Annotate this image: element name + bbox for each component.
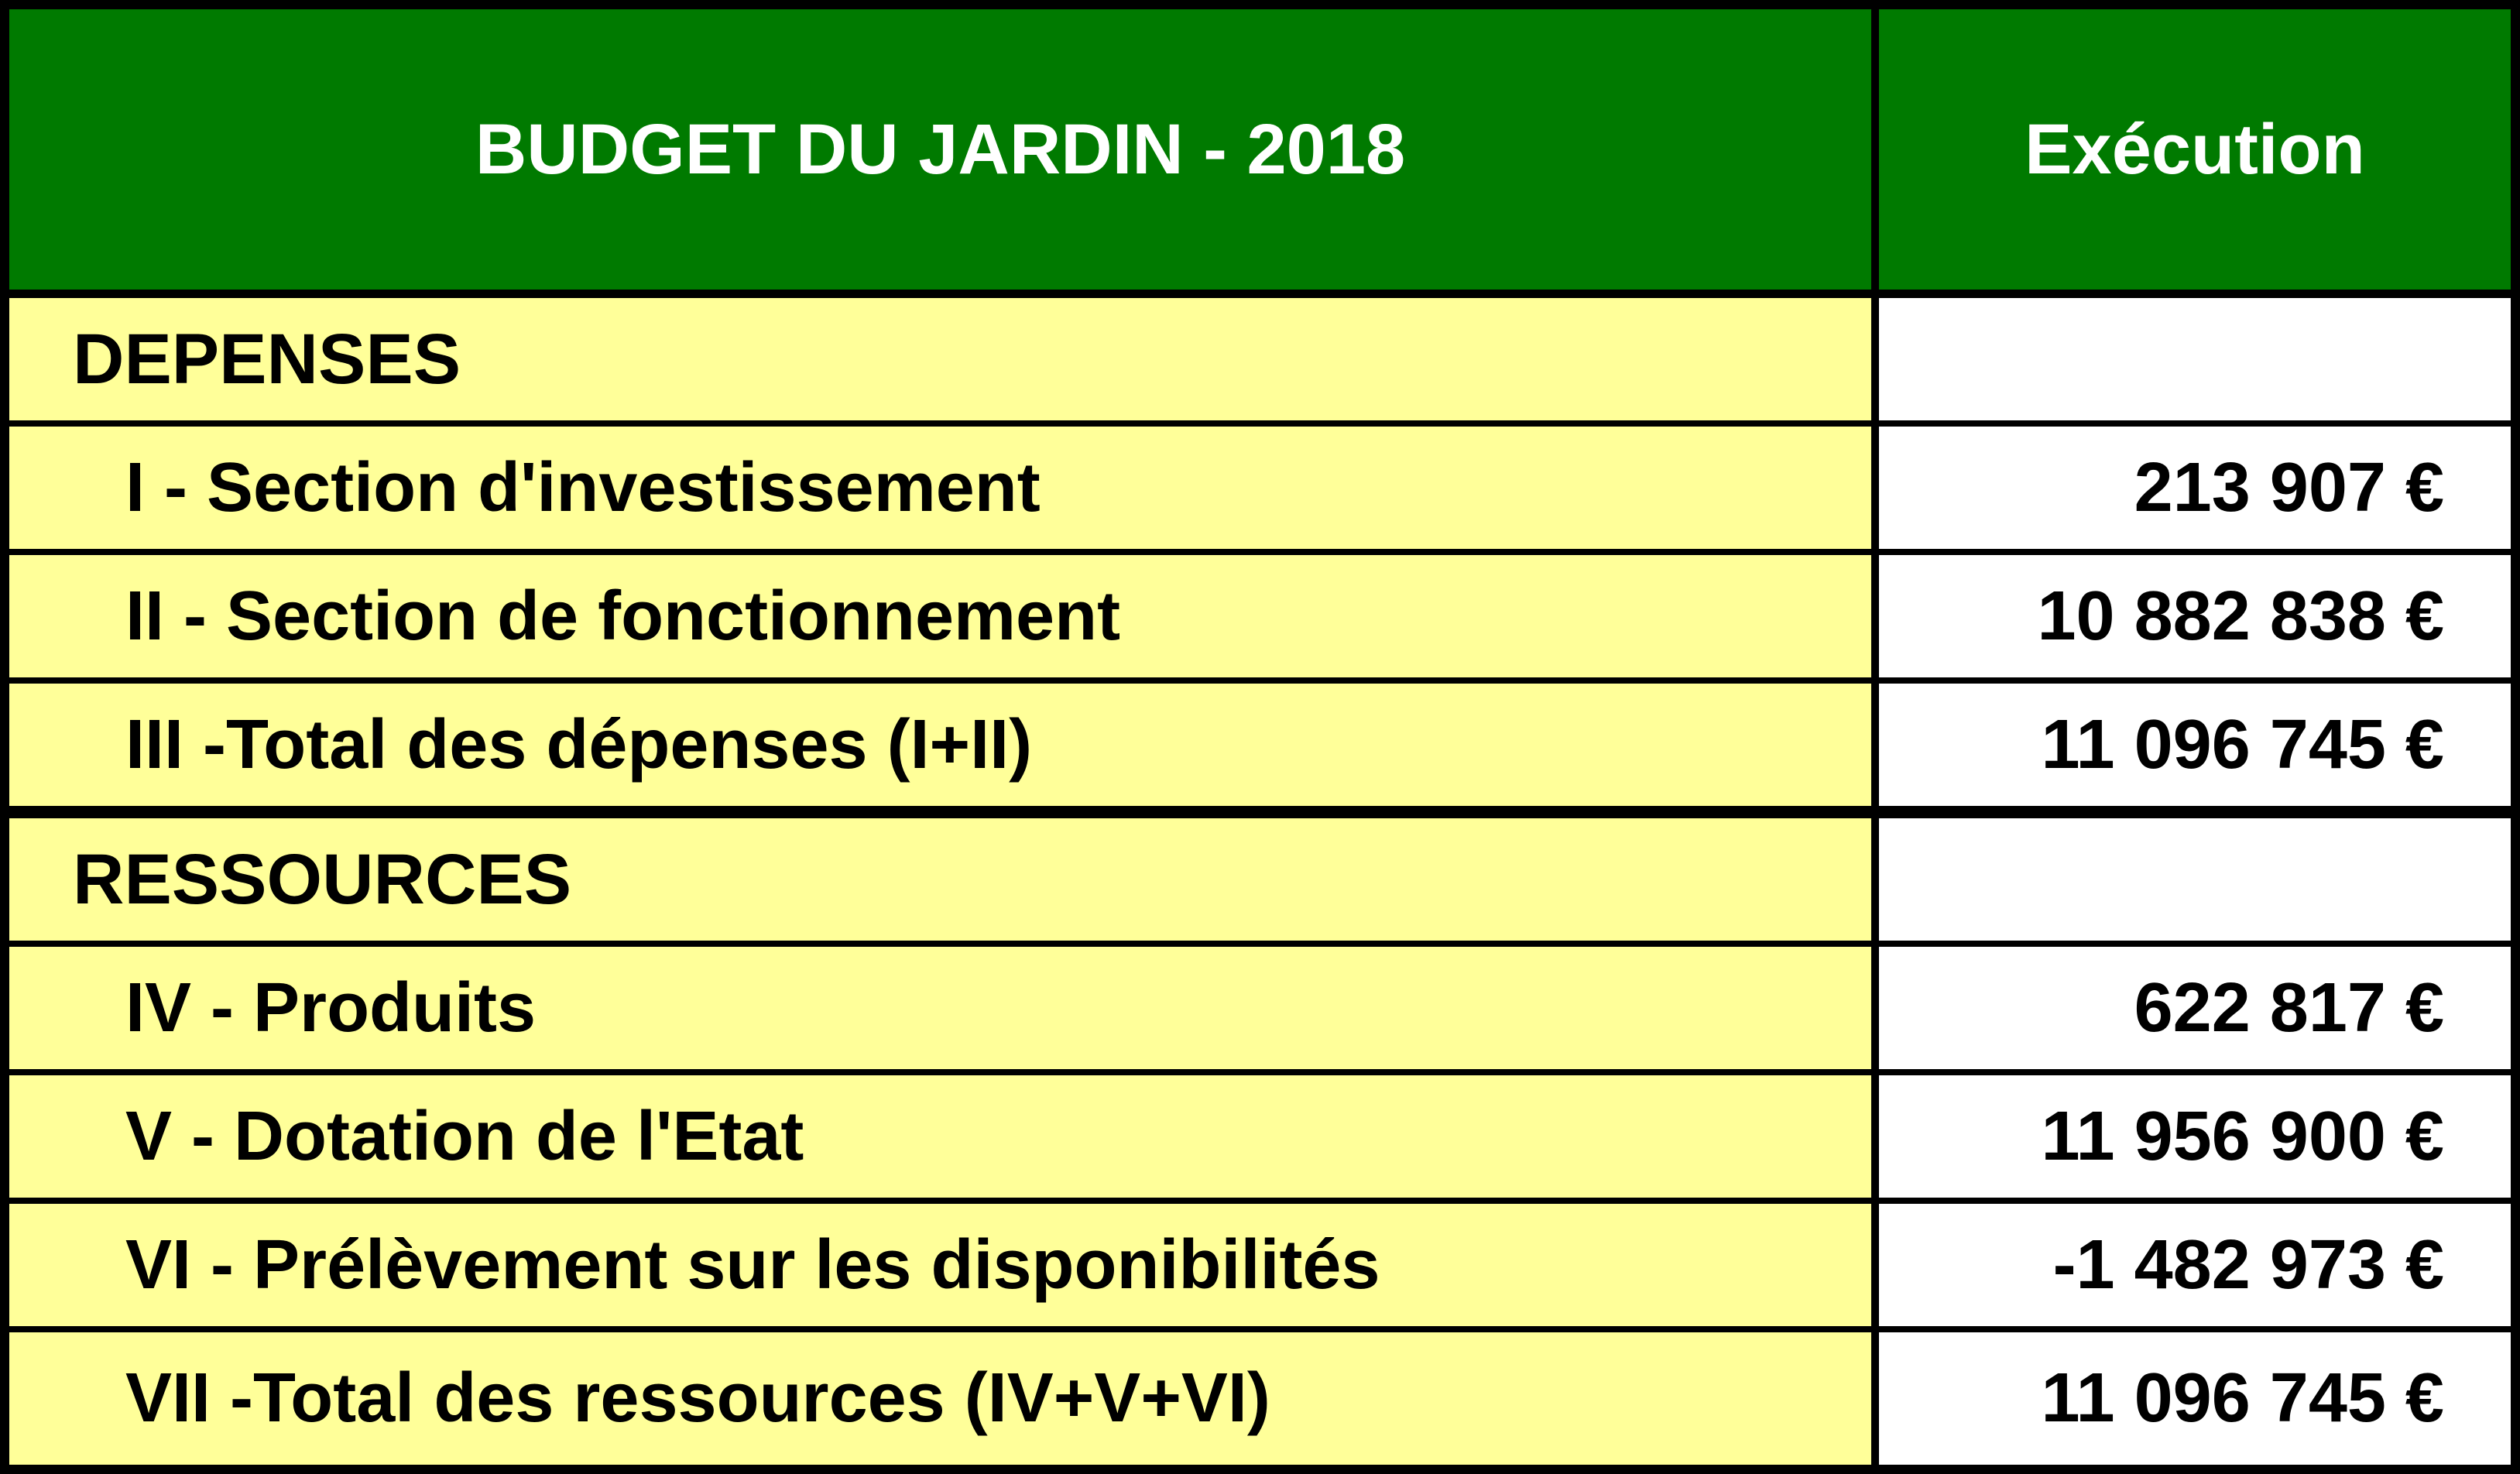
table-row: I - Section d'investissement 213 907 € [9, 427, 2511, 549]
row-label: IV - Produits [9, 947, 1871, 1069]
table-title: BUDGET DU JARDIN - 2018 [9, 9, 1871, 290]
row-label: II - Section de fonctionnement [9, 555, 1871, 677]
row-value: 622 817 € [1879, 947, 2511, 1069]
row-label: VII -Total des ressources (IV+V+VI) [9, 1332, 1871, 1465]
row-label: I - Section d'investissement [9, 427, 1871, 549]
row-value: 213 907 € [1879, 427, 2511, 549]
table-row-total-ressources: VII -Total des ressources (IV+V+VI) 11 0… [9, 1332, 2511, 1465]
table-row-depenses: DEPENSES [9, 298, 2511, 420]
row-value [1879, 298, 2511, 420]
row-value: 11 956 900 € [1879, 1075, 2511, 1198]
section-label: RESSOURCES [9, 818, 1871, 941]
row-label: V - Dotation de l'Etat [9, 1075, 1871, 1198]
table-row-ressources: RESSOURCES [9, 818, 2511, 941]
row-value: 10 882 838 € [1879, 555, 2511, 677]
row-value: 11 096 745 € [1879, 1332, 2511, 1465]
row-value: -1 482 973 € [1879, 1204, 2511, 1326]
table-row: IV - Produits 622 817 € [9, 947, 2511, 1069]
table-row-total-depenses: III -Total des dépenses (I+II) 11 096 74… [9, 684, 2511, 806]
section-label: DEPENSES [9, 298, 1871, 420]
column-header-execution: Exécution [1879, 9, 2511, 290]
table-row: II - Section de fonctionnement 10 882 83… [9, 555, 2511, 677]
row-value: 11 096 745 € [1879, 684, 2511, 806]
row-value [1879, 818, 2511, 941]
row-label: VI - Prélèvement sur les disponibilités [9, 1204, 1871, 1326]
header-row: BUDGET DU JARDIN - 2018 Exécution [9, 9, 2511, 290]
row-label: III -Total des dépenses (I+II) [9, 684, 1871, 806]
table-row: V - Dotation de l'Etat 11 956 900 € [9, 1075, 2511, 1198]
table-row: VI - Prélèvement sur les disponibilités … [9, 1204, 2511, 1326]
